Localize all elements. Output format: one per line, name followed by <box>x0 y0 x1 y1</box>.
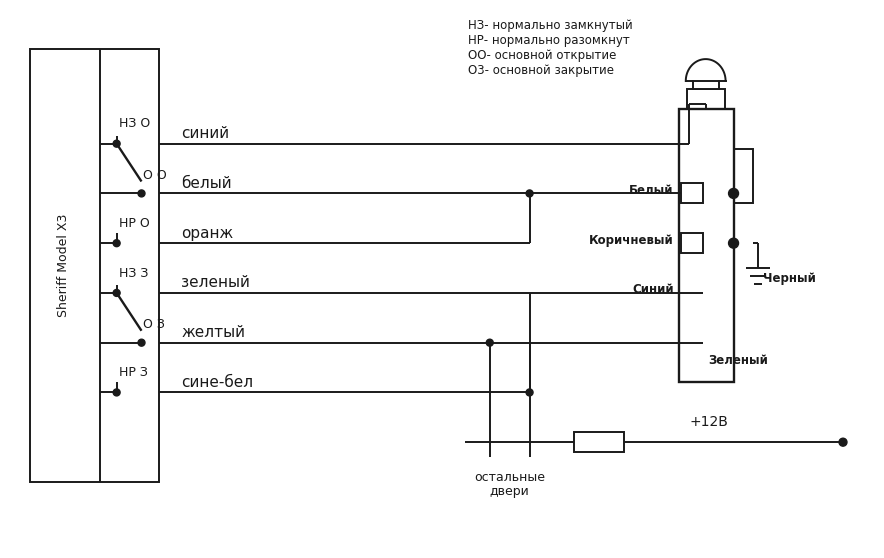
Text: НР З: НР З <box>118 366 148 379</box>
Text: НЗ З: НЗ З <box>118 267 148 280</box>
Circle shape <box>113 240 120 247</box>
Circle shape <box>526 190 533 197</box>
Circle shape <box>113 290 120 296</box>
Circle shape <box>526 389 533 396</box>
Text: НЗ О: НЗ О <box>118 117 150 130</box>
Text: синий: синий <box>181 126 230 141</box>
Text: белый: белый <box>181 176 232 191</box>
Bar <box>687 89 725 109</box>
Circle shape <box>138 190 145 197</box>
Circle shape <box>728 238 738 248</box>
Circle shape <box>113 389 120 396</box>
Circle shape <box>839 438 847 446</box>
Text: двери: двери <box>490 485 530 498</box>
Circle shape <box>113 140 120 147</box>
Text: желтый: желтый <box>181 325 245 340</box>
Text: О З: О З <box>143 318 165 331</box>
Text: Зеленый: Зеленый <box>709 354 768 367</box>
Circle shape <box>728 189 738 199</box>
Text: НЗ- нормально замкнутый: НЗ- нормально замкнутый <box>468 20 633 32</box>
Text: оранж: оранж <box>181 226 233 240</box>
Text: сине-бел: сине-бел <box>181 375 254 390</box>
Text: Синий: Синий <box>632 283 674 296</box>
Text: НР О: НР О <box>118 217 149 230</box>
Text: О3- основной закрытие: О3- основной закрытие <box>468 64 613 77</box>
Text: НР- нормально разомкнут: НР- нормально разомкнут <box>468 34 629 47</box>
Text: зеленый: зеленый <box>181 276 250 291</box>
Circle shape <box>486 339 493 346</box>
Bar <box>679 109 734 382</box>
Bar <box>681 233 703 253</box>
Bar <box>575 432 624 452</box>
Text: +12В: +12В <box>690 415 728 429</box>
Text: Белый: Белый <box>629 184 674 197</box>
Circle shape <box>138 339 145 346</box>
Text: Черный: Черный <box>764 272 816 285</box>
Text: ОО- основной открытие: ОО- основной открытие <box>468 49 616 62</box>
Bar <box>693 81 719 89</box>
Bar <box>681 184 703 203</box>
Text: Sheriff Model X3: Sheriff Model X3 <box>57 214 71 318</box>
Text: остальные: остальные <box>474 470 545 484</box>
Bar <box>30 49 159 482</box>
Bar <box>734 148 753 203</box>
Text: О О: О О <box>143 169 167 182</box>
Text: Коричневый: Коричневый <box>589 234 674 247</box>
